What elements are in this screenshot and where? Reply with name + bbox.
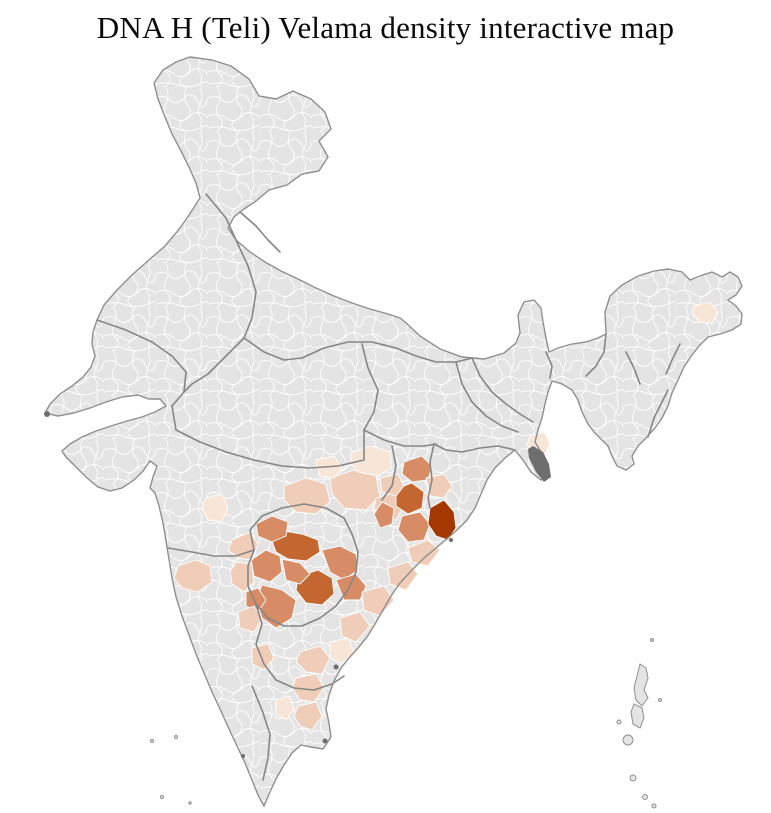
district-telangana-3[interactable] bbox=[250, 549, 283, 583]
lakshadweep-islands bbox=[150, 735, 192, 805]
density-districts-layer bbox=[173, 301, 719, 731]
coast-city-mark bbox=[322, 738, 328, 744]
island bbox=[629, 774, 637, 782]
district-telangana-6[interactable] bbox=[255, 515, 289, 543]
state-borders bbox=[96, 193, 681, 781]
coast-city-mark bbox=[449, 538, 453, 542]
coast-city-mark bbox=[241, 754, 245, 758]
district-karnataka-3[interactable] bbox=[173, 559, 213, 593]
coast-city-mark bbox=[333, 664, 339, 670]
island bbox=[630, 703, 645, 729]
sundarbans-delta bbox=[528, 446, 551, 482]
district-coastal-ap-4[interactable] bbox=[339, 611, 371, 643]
island bbox=[616, 719, 622, 725]
island bbox=[651, 803, 657, 809]
island bbox=[160, 795, 164, 799]
dark-coastal-features bbox=[44, 411, 551, 758]
district-odisha-2[interactable] bbox=[397, 511, 431, 543]
district-tamilnadu-1[interactable] bbox=[295, 645, 331, 675]
district-odisha-3[interactable] bbox=[373, 501, 395, 529]
district-telangana-7[interactable] bbox=[321, 545, 359, 581]
district-coastal-ap-2[interactable] bbox=[387, 561, 419, 591]
district-odisha-1[interactable] bbox=[395, 482, 425, 515]
district-telangana-1[interactable] bbox=[271, 530, 321, 562]
island bbox=[150, 739, 154, 743]
island bbox=[633, 663, 649, 707]
district-coastal-ap-3[interactable] bbox=[361, 585, 395, 617]
island bbox=[188, 801, 192, 805]
kutch-tip-mark bbox=[44, 411, 50, 417]
island bbox=[174, 735, 178, 739]
map-title: DNA H (Teli) Velama density interactive … bbox=[96, 10, 675, 45]
district-telangana-4[interactable] bbox=[281, 558, 311, 585]
island bbox=[642, 794, 648, 800]
island bbox=[650, 638, 654, 642]
district-coastal-ap-1[interactable] bbox=[407, 539, 441, 567]
island bbox=[658, 698, 662, 702]
district-karnataka-2[interactable] bbox=[251, 643, 275, 671]
district-tamilnadu-3[interactable] bbox=[293, 701, 323, 731]
island bbox=[622, 734, 634, 746]
district-maharashtra-1[interactable] bbox=[201, 493, 229, 523]
andaman-nicobar-islands bbox=[616, 638, 662, 809]
district-tamilnadu-4[interactable] bbox=[275, 695, 295, 721]
district-assam-1[interactable] bbox=[691, 301, 719, 325]
district-coastal-ap-5[interactable] bbox=[329, 637, 355, 665]
district-karnataka-1[interactable] bbox=[237, 605, 263, 633]
